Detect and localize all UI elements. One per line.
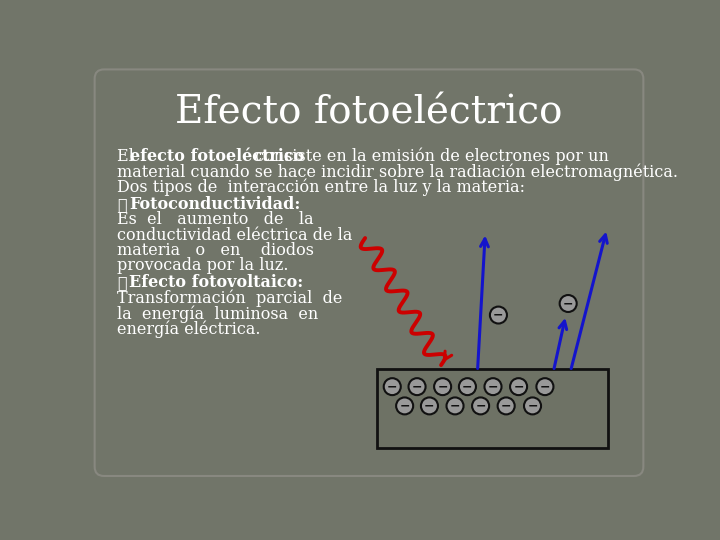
Bar [377,369,608,448]
Text: −: − [450,400,460,413]
Text: −: − [563,298,573,310]
Text: ✓: ✓ [117,274,127,291]
Circle shape [536,378,554,395]
Circle shape [459,378,476,395]
Circle shape [396,397,413,414]
Circle shape [446,397,464,414]
Text: Es  el   aumento   de   la: Es el aumento de la [117,211,314,228]
FancyBboxPatch shape [89,63,649,482]
Text: −: − [487,381,498,394]
Text: −: − [527,400,538,413]
Circle shape [485,378,502,395]
Circle shape [421,397,438,414]
Text: la  energía  luminosa  en: la energía luminosa en [117,305,318,322]
Text: consiste en la emisión de electrones por un: consiste en la emisión de electrones por… [250,148,608,165]
Text: −: − [437,381,448,394]
Text: efecto fotoeléctrico: efecto fotoeléctrico [130,148,305,165]
Text: Fotoconductividad:: Fotoconductividad: [129,195,300,213]
Circle shape [472,397,489,414]
Text: −: − [412,381,423,394]
Text: −: − [513,381,524,394]
Text: Dos tipos de  interacción entre la luz y la materia:: Dos tipos de interacción entre la luz y … [117,179,525,196]
Text: −: − [424,400,435,413]
Text: ✓: ✓ [117,195,127,213]
Text: −: − [501,400,511,413]
Text: Efecto fotovoltaico:: Efecto fotovoltaico: [129,274,303,291]
Text: −: − [400,400,410,413]
Circle shape [498,397,515,414]
Text: El: El [117,148,139,165]
FancyBboxPatch shape [94,70,644,476]
Text: material cuando se hace incidir sobre la radiación electromagnética.: material cuando se hace incidir sobre la… [117,164,678,181]
Text: −: − [387,381,397,394]
Circle shape [510,378,527,395]
Circle shape [490,307,507,323]
Text: conductividad eléctrica de la: conductividad eléctrica de la [117,226,353,244]
Text: −: − [540,381,550,394]
Text: −: − [462,381,472,394]
Text: materia   o   en    diodos: materia o en diodos [117,242,314,259]
Circle shape [524,397,541,414]
Circle shape [559,295,577,312]
Text: Efecto fotoeléctrico: Efecto fotoeléctrico [175,94,563,131]
Circle shape [434,378,451,395]
Circle shape [384,378,401,395]
Text: −: − [475,400,486,413]
Text: −: − [493,309,504,322]
Circle shape [408,378,426,395]
Text: provocada por la luz.: provocada por la luz. [117,257,289,274]
Text: energía eléctrica.: energía eléctrica. [117,320,261,338]
Text: Transformación  parcial  de: Transformación parcial de [117,289,343,307]
